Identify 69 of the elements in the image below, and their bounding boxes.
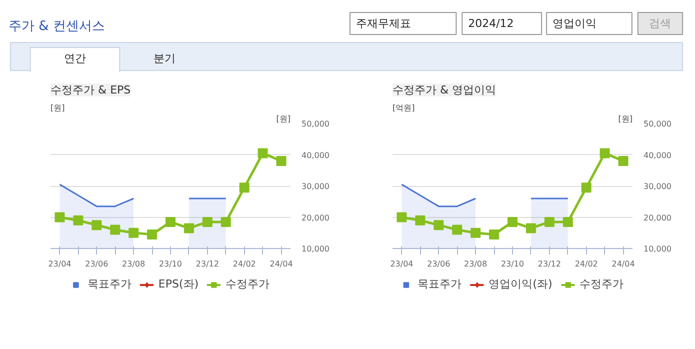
point [110,224,120,235]
y2-tick-label: 50,000 [302,120,330,128]
point [396,212,407,222]
x-tick-label: 23/08 [122,260,146,268]
point [562,216,573,227]
x-tick-label: 24/04 [270,260,293,268]
x-tick-label: 23/10 [500,260,524,268]
chart-title: 수정주가 & EPS [50,84,131,96]
point [92,220,102,230]
y2-tick-label: 30,000 [644,182,672,191]
y2-tick-label: 30,000 [302,182,330,191]
y2-tick-label: 40,000 [302,150,330,160]
y2-tick-label: 20,000 [644,213,672,222]
x-tick-label: 23/04 [390,260,414,268]
y-axis-title: [원] [50,104,65,112]
x-tick-label: 23/10 [158,260,182,268]
point [54,212,65,222]
point [489,229,500,240]
x-tick-label: 24/02 [574,260,598,268]
point [239,182,250,193]
x-tick-label: 23/06 [427,260,450,268]
chart-title: 수정주가 & 영업이익 [392,84,496,96]
x-tick-label: 24/02 [232,260,256,268]
point [544,216,554,227]
x-tick-label: 23/12 [538,260,561,268]
point [147,229,158,240]
point [434,220,444,230]
y2-tick-label: 10,000 [644,244,672,254]
point [184,223,194,234]
text: 분기 [153,52,176,65]
x-tick-label: 23/06 [85,260,108,268]
point [166,216,176,227]
text: 연간 [64,52,86,65]
y-axis-title: [억원] [392,104,415,112]
y2-tick-label: 50,000 [644,120,672,128]
legend-label: 목표주가 [87,276,132,292]
point [600,148,610,158]
text: 영업이익 [552,17,596,30]
point [618,156,628,166]
x-tick-label: 23/12 [196,260,219,268]
text: 주가 & 컨센서스 [8,19,105,34]
text: 검색 [649,17,672,30]
text: 주재무제표 [356,17,411,30]
y2-tick-label: 20,000 [302,213,330,222]
legend-label: 수정주가 [226,276,270,292]
x-tick-label: 23/04 [48,260,72,268]
x-tick-label: 23/08 [464,260,488,268]
point [470,228,481,238]
text: 2024/12 [468,17,514,30]
point [258,148,268,158]
legend-label: 수정주가 [579,276,624,292]
legend-label: 영업이익(좌) [488,276,552,292]
legend-label: EPS(좌) [158,276,199,292]
point [73,215,84,226]
point [452,224,462,235]
x-tick-label: 24/04 [612,260,635,268]
point [220,216,231,227]
y2-tick-label: 10,000 [302,244,330,254]
point [508,216,518,227]
point [276,156,286,166]
y2-axis-title: [원] [618,114,633,124]
point [581,182,592,193]
point [202,216,212,227]
point [128,228,139,238]
point [415,215,426,226]
legend-label: 목표주가 [418,276,462,292]
y2-axis-title: [원] [276,114,291,124]
point [526,223,536,234]
y2-tick-label: 40,000 [644,150,672,160]
